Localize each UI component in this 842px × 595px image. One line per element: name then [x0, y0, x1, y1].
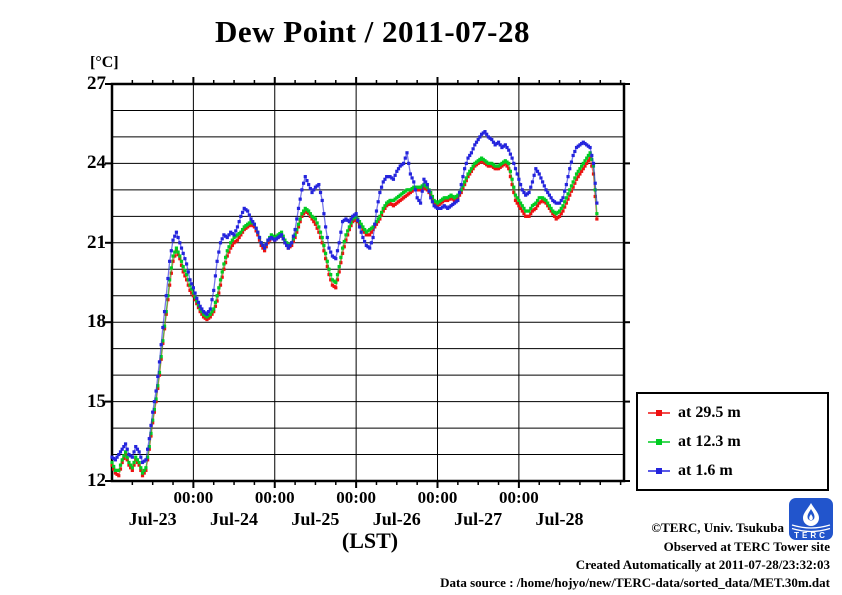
series-line-12.3m [111, 151, 598, 475]
terc-logo: TERC [789, 498, 833, 540]
legend-item-12-3m: at 12.3 m [648, 433, 827, 451]
plot-frame [110, 82, 626, 483]
blue-square-marker-icon [648, 467, 670, 474]
observed-site-text: Observed at TERC Tower site [663, 539, 830, 554]
series-line-1.6m [111, 130, 598, 464]
legend-label: at 1.6 m [678, 461, 733, 479]
copyright-text: ©TERC, Univ. Tsukuba [651, 520, 784, 535]
legend-label: at 12.3 m [678, 432, 741, 450]
series-markers-1.6m [110, 130, 599, 465]
created-timestamp-text: Created Automatically at 2011-07-28/23:3… [575, 557, 830, 572]
x-axis-label: (LST) [341, 528, 399, 553]
red-square-marker-icon [648, 409, 670, 416]
chart-title: Dew Point / 2011-07-28 [215, 14, 530, 49]
legend-label: at 29.5 m [678, 403, 741, 421]
legend-item-29-5m: at 29.5 m [648, 404, 827, 422]
series-markers-12.3m [110, 151, 599, 475]
data-source-text: Data source : /home/hojyo/new/TERC-data/… [440, 575, 830, 590]
y-axis-unit-label: [°C] [90, 54, 119, 71]
legend-item-1-6m: at 1.6 m [648, 462, 827, 480]
series-markers-29.5m [110, 156, 599, 478]
green-square-marker-icon [648, 438, 670, 445]
legend-box: at 29.5 m at 12.3 m at 1.6 m [636, 392, 829, 491]
svg-text:TERC: TERC [794, 531, 828, 540]
